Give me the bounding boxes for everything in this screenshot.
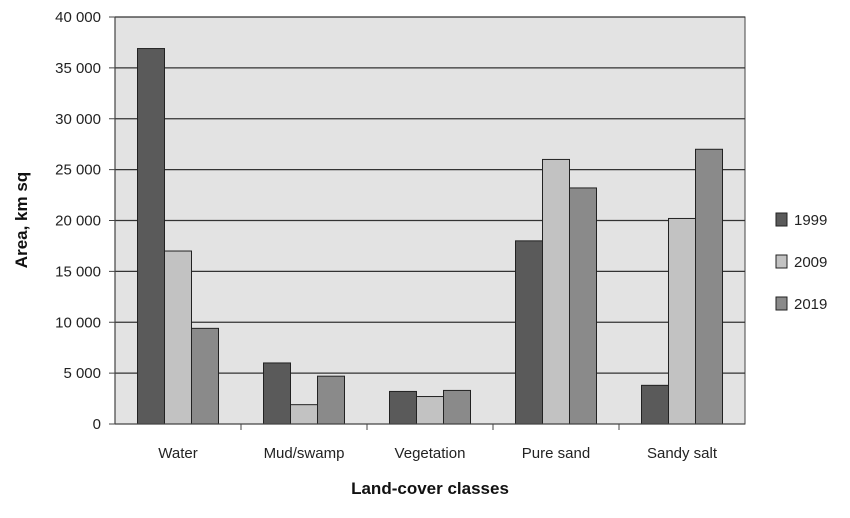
bar-2009-pure-sand (542, 158, 570, 425)
bar-1999-sandy-salt (641, 384, 669, 425)
x-tick-label: Sandy salt (647, 445, 718, 462)
x-axis-ticks: Water Mud/swamp Vegetation Pure sand Sandy s… (158, 424, 718, 462)
x-tick-label: Vegetation (395, 445, 466, 462)
plot-area (114, 16, 746, 425)
y-tick-label: 30 000 (55, 111, 101, 128)
legend-swatch-1999 (775, 212, 788, 227)
y-tick-label: 5 000 (63, 365, 101, 382)
bar-2019-pure-sand (569, 187, 597, 425)
legend: 1999 2009 2019 (775, 212, 827, 313)
legend-swatch-2019 (775, 296, 788, 311)
x-tick-label: Mud/swamp (264, 445, 345, 462)
y-tick-label: 0 (93, 416, 101, 433)
bar-2019-water (191, 327, 219, 425)
bar-1999-water (137, 48, 165, 425)
x-tick-label: Pure sand (522, 445, 590, 462)
bar-1999-vegetation (389, 390, 417, 425)
x-axis-label: Land-cover classes (351, 479, 509, 498)
y-axis-ticks: 0 5 000 10 000 15 000 20 000 25 000 30 000 35 0… (55, 9, 115, 433)
y-tick-label: 15 000 (55, 263, 101, 280)
y-tick-label: 10 000 (55, 314, 101, 331)
y-tick-label: 20 000 (55, 213, 101, 230)
y-tick-label: 40 000 (55, 9, 101, 26)
bar-2009-mud-swamp (290, 404, 318, 425)
bar-2009-sandy-salt (668, 217, 696, 425)
bar-1999-mud-swamp (263, 362, 291, 425)
y-axis-label: Area, km sq (12, 172, 31, 268)
y-tick-label: 25 000 (55, 162, 101, 179)
bar-2019-mud-swamp (317, 375, 345, 425)
bar-2009-water (164, 250, 192, 425)
legend-label-2009: 2009 (794, 254, 827, 271)
legend-label-2019: 2019 (794, 296, 827, 313)
x-tick-label: Water (158, 445, 197, 462)
legend-swatch-2009 (775, 254, 788, 269)
bar-2009-vegetation (416, 396, 444, 425)
bar-2019-vegetation (443, 389, 471, 425)
bar-2019-sandy-salt (695, 148, 723, 425)
bar-1999-pure-sand (515, 240, 543, 425)
legend-label-1999: 1999 (794, 212, 827, 229)
y-tick-label: 35 000 (55, 60, 101, 77)
